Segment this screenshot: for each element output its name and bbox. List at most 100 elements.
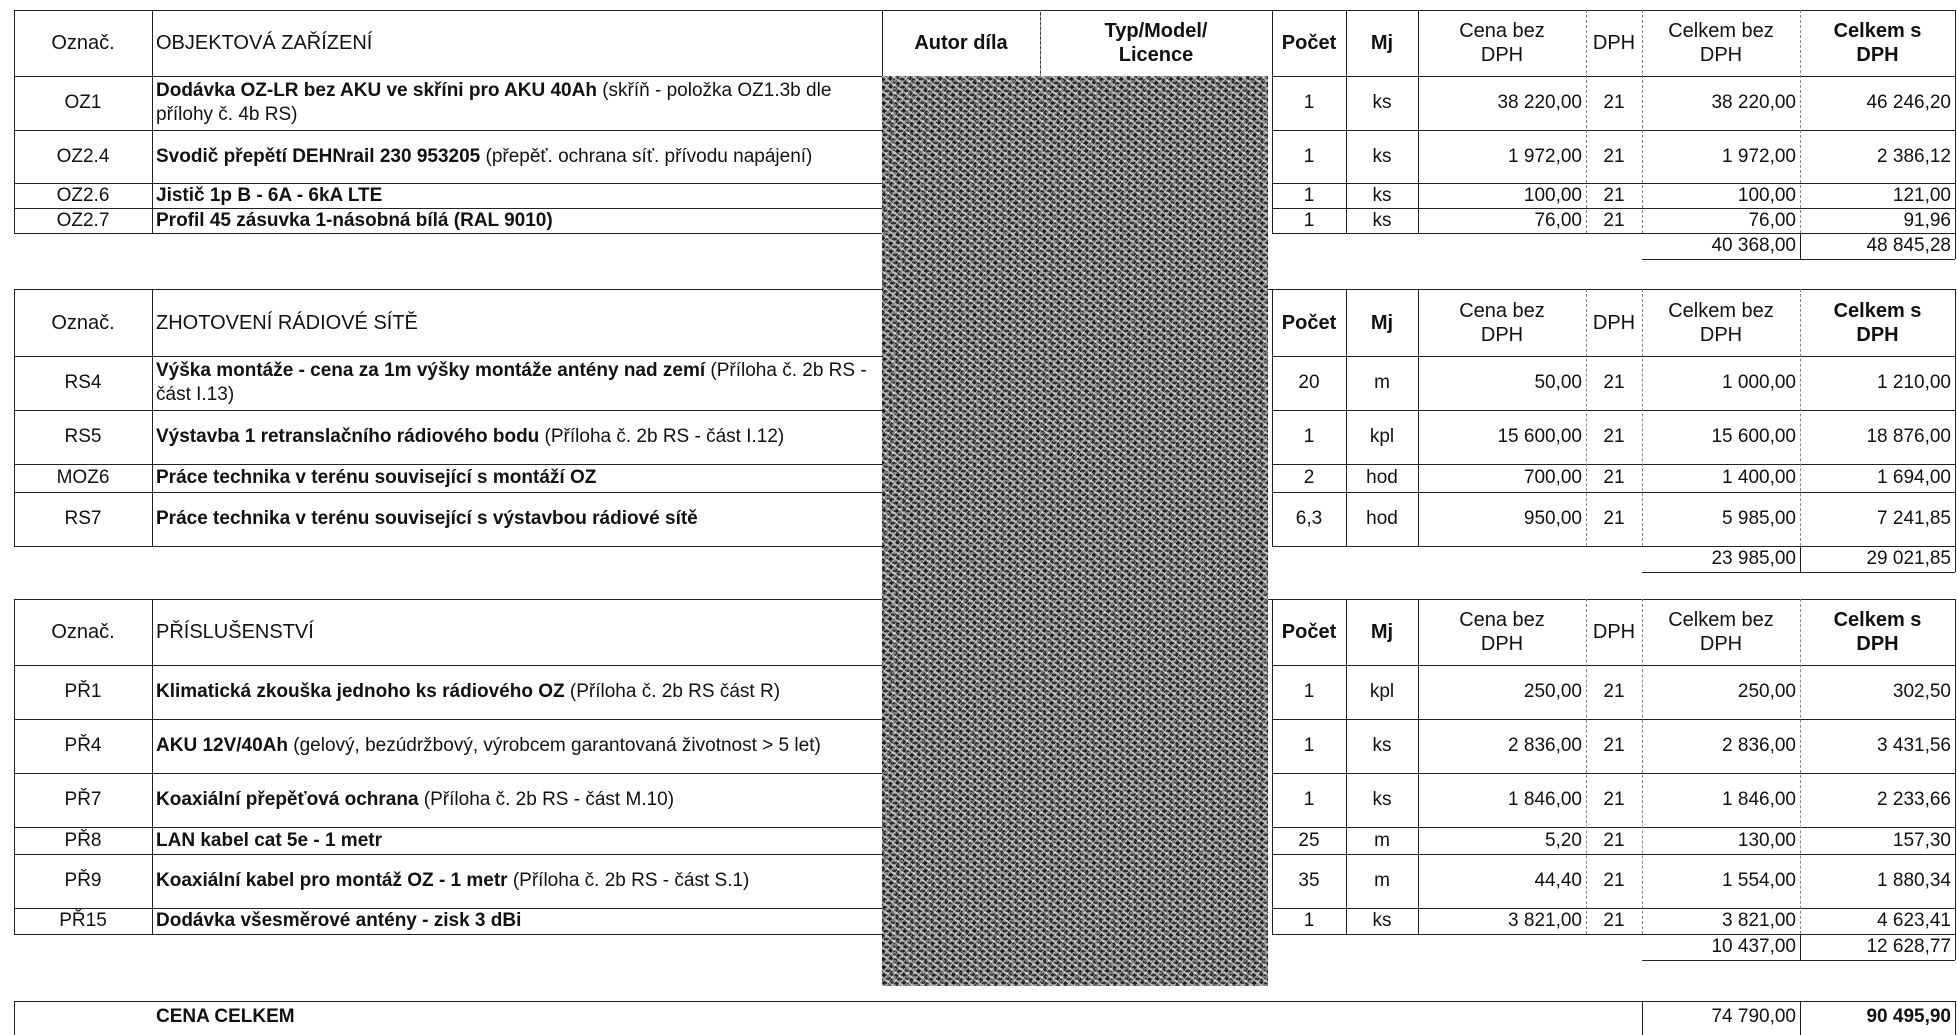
- item-total-vat-text: 2 233,66: [1877, 789, 1951, 810]
- item-note: (gelový, bezúdržbový, výrobcem garantova…: [288, 735, 821, 756]
- item-description-cell: Práce technika v terénu související s mo…: [152, 464, 882, 492]
- vat-header-text: DPH: [1592, 32, 1636, 54]
- item-unit: ks: [1346, 130, 1418, 183]
- item-name: Práce technika v terénu související s mo…: [156, 467, 597, 488]
- code-header: Označ.: [14, 289, 152, 356]
- section-title-text: OBJEKTOVÁ ZAŘÍZENÍ: [156, 32, 373, 54]
- column-divider: [1346, 599, 1347, 934]
- item-code: RS5: [14, 410, 152, 464]
- row-divider: [14, 183, 882, 184]
- item-price: 950,00: [1418, 492, 1586, 546]
- item-count: 2: [1272, 464, 1346, 492]
- unit-header: Mj: [1346, 10, 1418, 76]
- row-divider: [14, 827, 882, 828]
- item-count: 1: [1272, 719, 1346, 773]
- price-header: Cena bez DPH: [1418, 289, 1586, 356]
- item-vat-text: 21: [1603, 910, 1625, 931]
- total-vat-header-line1: Celkem s: [1833, 609, 1922, 631]
- item-vat: 21: [1586, 76, 1642, 130]
- item-total-vat: 46 246,20: [1800, 76, 1955, 130]
- item-count: 1: [1272, 665, 1346, 719]
- section-header-row: Označ. ZHOTOVENÍ RÁDIOVÉ SÍTĚ Počet Mj Cena …: [0, 289, 1957, 356]
- item-count-text: 1: [1303, 184, 1315, 206]
- item-count-text: 1: [1303, 426, 1315, 447]
- item-vat: 21: [1586, 208, 1642, 233]
- code-header-text: Označ.: [51, 621, 115, 643]
- item-count: 1: [1272, 76, 1346, 130]
- item-description: Výstavba 1 retranslačního rádiového bodu…: [156, 425, 784, 449]
- subtotal-vat-text: 48 845,28: [1866, 235, 1951, 256]
- item-count: 25: [1272, 827, 1346, 854]
- item-price-text: 1 972,00: [1508, 145, 1582, 167]
- subtotal-row: 23 985,00 29 021,85: [0, 546, 1957, 572]
- row-divider: [1272, 356, 1955, 357]
- table-row: PŘ4 AKU 12V/40Ah (gelový, bezúdržbový, vý…: [0, 719, 1957, 773]
- total-header: Celkem bez DPH: [1668, 608, 1774, 656]
- item-description: Práce technika v terénu související s vý…: [156, 507, 698, 531]
- item-total-text: 76,00: [1748, 209, 1796, 231]
- item-total-vat: 121,00: [1800, 183, 1955, 208]
- price-header: Cena bez DPH: [1459, 299, 1545, 347]
- item-unit-text: ks: [1372, 92, 1392, 113]
- table-row: OZ2.6 Jistič 1p B - 6A - 6kA LTE 1 ks 100,00…: [0, 183, 1957, 208]
- item-unit-text: ks: [1372, 735, 1392, 756]
- row-divider: [1272, 76, 1955, 77]
- item-description-cell: LAN kabel cat 5e - 1 metr: [152, 827, 882, 854]
- item-description: LAN kabel cat 5e - 1 metr: [156, 829, 382, 853]
- grand-total: 74 790,00: [1642, 1001, 1800, 1033]
- item-vat-text: 21: [1603, 426, 1625, 447]
- item-vat: 21: [1586, 130, 1642, 183]
- item-description-cell: Klimatická zkouška jednoho ks rádiového …: [152, 665, 882, 719]
- subtotal: 10 437,00: [1642, 934, 1800, 960]
- item-vat-text: 21: [1603, 145, 1625, 167]
- item-code-text: RS5: [64, 426, 102, 447]
- section-title: ZHOTOVENÍ RÁDIOVÉ SÍTĚ: [152, 289, 882, 356]
- price-header-line2: DPH: [1480, 323, 1524, 346]
- item-vat: 21: [1586, 665, 1642, 719]
- item-total-vat-text: 121,00: [1892, 184, 1951, 206]
- row-divider: [14, 665, 882, 666]
- item-total-vat-text: 2 386,12: [1877, 145, 1951, 167]
- subtotal-vat: 29 021,85: [1800, 546, 1955, 572]
- total-vat-header-line2: DPH: [1856, 633, 1899, 655]
- type-header: Typ/Model/Licence: [1040, 10, 1272, 76]
- item-price-text: 15 600,00: [1497, 426, 1582, 447]
- item-name: Koaxiální kabel pro montáž OZ - 1 metr: [156, 870, 508, 891]
- item-price-text: 3 821,00: [1508, 910, 1582, 931]
- item-total-text: 1 846,00: [1722, 789, 1796, 810]
- item-total-vat: 91,96: [1800, 208, 1955, 233]
- item-code: PŘ15: [14, 908, 152, 934]
- item-total-vat: 1 210,00: [1800, 356, 1955, 410]
- item-total-vat: 1 694,00: [1800, 464, 1955, 492]
- column-divider: [1272, 599, 1273, 934]
- vat-header: DPH: [1586, 599, 1642, 665]
- item-unit: ks: [1346, 773, 1418, 827]
- item-unit: ks: [1346, 908, 1418, 934]
- section-title: OBJEKTOVÁ ZAŘÍZENÍ: [152, 10, 882, 76]
- column-divider: [1800, 233, 1801, 259]
- item-vat-text: 21: [1603, 467, 1625, 488]
- item-description-cell: Dodávka všesměrové antény - zisk 3 dBi: [152, 908, 882, 934]
- item-unit-text: hod: [1366, 467, 1398, 488]
- row-divider: [14, 492, 882, 493]
- item-count: 20: [1272, 356, 1346, 410]
- item-price-text: 250,00: [1523, 681, 1582, 702]
- item-total-vat-text: 7 241,85: [1877, 508, 1951, 529]
- dotted-divider: [1642, 10, 1643, 233]
- item-code-text: OZ2.6: [56, 184, 110, 206]
- row-divider: [14, 546, 882, 547]
- count-header-text: Počet: [1281, 311, 1337, 334]
- item-total-vat: 157,30: [1800, 827, 1955, 854]
- dotted-divider: [1642, 599, 1643, 934]
- column-divider: [152, 599, 153, 934]
- item-unit: ks: [1346, 719, 1418, 773]
- row-divider: [14, 233, 882, 234]
- item-name: Dodávka všesměrové antény - zisk 3 dBi: [156, 910, 522, 931]
- item-total: 3 821,00: [1642, 908, 1800, 934]
- item-description: Dodávka OZ-LR bez AKU ve skříni pro AKU …: [156, 79, 882, 127]
- item-unit-text: m: [1374, 870, 1390, 891]
- item-note: (skříň - položka OZ1.3b dle přílohy č. 4…: [156, 80, 832, 125]
- column-divider: [1955, 1001, 1956, 1035]
- row-divider: [1272, 183, 1955, 184]
- count-header: Počet: [1272, 599, 1346, 665]
